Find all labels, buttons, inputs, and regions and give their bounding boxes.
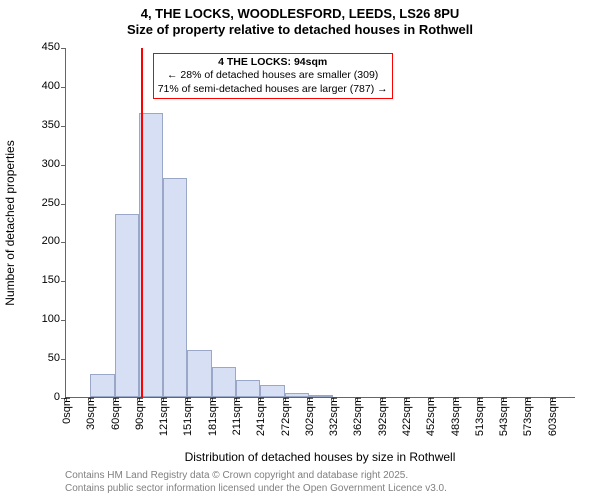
- y-tick-label: 300: [42, 158, 66, 170]
- x-tick-label: 30sqm: [83, 397, 97, 430]
- y-tick-label: 250: [42, 197, 66, 209]
- y-tick-label: 100: [42, 313, 66, 325]
- x-tick-label: 241sqm: [253, 397, 267, 436]
- chart-title-block: 4, THE LOCKS, WOODLESFORD, LEEDS, LS26 8…: [0, 0, 600, 39]
- x-tick-label: 0sqm: [59, 397, 73, 424]
- footer-line-2: Contains public sector information licen…: [65, 483, 447, 496]
- annotation-line: 71% of semi-detached houses are larger (…: [158, 83, 388, 96]
- x-tick-label: 302sqm: [302, 397, 316, 436]
- histogram-bar: [163, 178, 187, 397]
- footer-line-1: Contains HM Land Registry data © Crown c…: [65, 470, 447, 483]
- y-tick-label: 350: [42, 119, 66, 131]
- x-tick-label: 60sqm: [108, 397, 122, 430]
- histogram-bar: [187, 350, 211, 397]
- histogram-bar: [115, 214, 139, 397]
- x-tick-label: 422sqm: [399, 397, 413, 436]
- x-tick-label: 121sqm: [156, 397, 170, 436]
- y-tick-label: 400: [42, 80, 66, 92]
- chart-plot-area: 4 THE LOCKS: 94sqm← 28% of detached hous…: [65, 48, 575, 398]
- x-tick-label: 90sqm: [132, 397, 146, 430]
- histogram-bar: [260, 385, 284, 397]
- x-tick-label: 452sqm: [423, 397, 437, 436]
- annotation-line: ← 28% of detached houses are smaller (30…: [158, 69, 388, 82]
- histogram-bar: [90, 374, 114, 397]
- y-tick-label: 200: [42, 235, 66, 247]
- histogram-bar: [236, 380, 260, 397]
- annotation-box: 4 THE LOCKS: 94sqm← 28% of detached hous…: [153, 53, 393, 98]
- x-axis-title: Distribution of detached houses by size …: [65, 450, 575, 464]
- y-tick-label: 450: [42, 41, 66, 53]
- x-tick-label: 151sqm: [180, 397, 194, 436]
- x-tick-label: 573sqm: [520, 397, 534, 436]
- y-axis-title: Number of detached properties: [3, 140, 17, 305]
- x-tick-label: 332sqm: [326, 397, 340, 436]
- x-tick-label: 603sqm: [545, 397, 559, 436]
- x-tick-label: 392sqm: [375, 397, 389, 436]
- reference-line: [141, 48, 143, 397]
- x-tick-label: 362sqm: [350, 397, 364, 436]
- footer-attribution: Contains HM Land Registry data © Crown c…: [65, 470, 447, 495]
- x-tick-label: 272sqm: [278, 397, 292, 436]
- title-line-2: Size of property relative to detached ho…: [0, 22, 600, 38]
- annotation-line: 4 THE LOCKS: 94sqm: [158, 56, 388, 69]
- y-tick-label: 150: [42, 274, 66, 286]
- x-tick-label: 181sqm: [205, 397, 219, 436]
- title-line-1: 4, THE LOCKS, WOODLESFORD, LEEDS, LS26 8…: [0, 6, 600, 22]
- x-tick-label: 483sqm: [448, 397, 462, 436]
- histogram-bar: [212, 367, 236, 397]
- x-tick-label: 211sqm: [229, 397, 243, 435]
- x-tick-label: 513sqm: [472, 397, 486, 436]
- y-tick-label: 50: [48, 352, 66, 364]
- x-tick-label: 543sqm: [496, 397, 510, 436]
